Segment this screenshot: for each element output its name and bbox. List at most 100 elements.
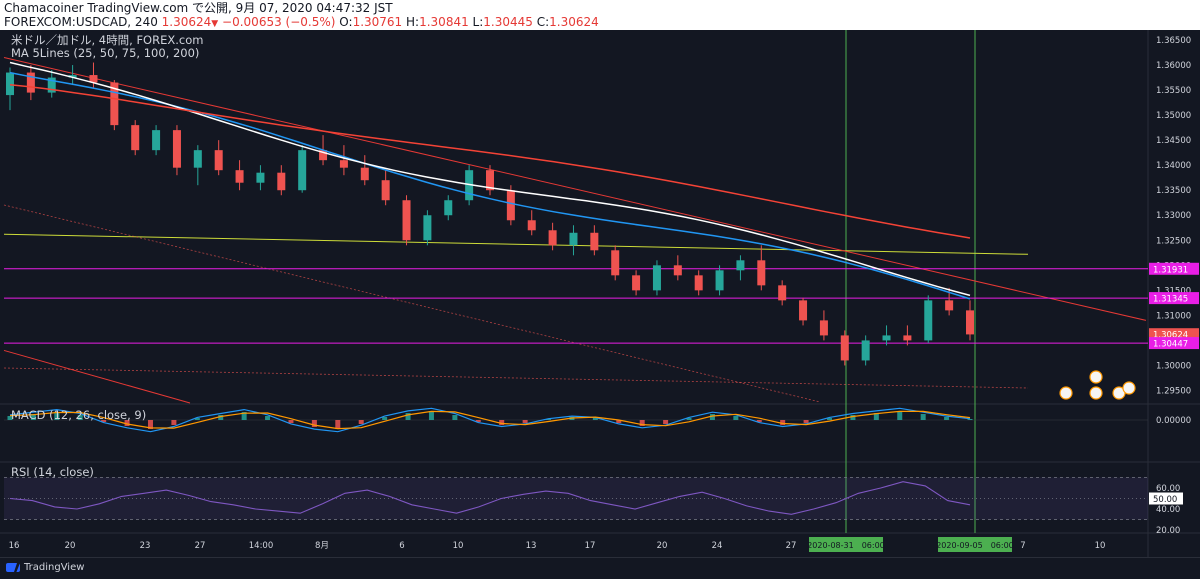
price-level-value: 1.30624 [1153,331,1188,341]
x-tick-label: 10 [453,541,464,551]
event-icon [1089,370,1103,384]
candle-body [152,130,161,151]
x-tick-label: 24 [712,541,723,551]
candle-body [632,275,641,291]
price-tick-label: 1.32500 [1156,236,1191,246]
tradingview-logo[interactable]: TradingView [6,562,84,573]
price-tick-label: 1.33000 [1156,211,1191,221]
candle-body [360,167,369,181]
rsi-tick-label: 40.00 [1156,505,1180,515]
candle-body [47,77,56,93]
rsi-legend: RSI (14, close) [11,465,94,479]
macd-histogram-bar [920,414,926,420]
price-tick-label: 1.35000 [1156,111,1191,121]
candle-body [402,200,411,241]
x-tick-label: 17 [585,541,596,551]
macd-histogram-bar [171,420,177,425]
macd-histogram-bar [733,416,739,420]
candle-body [506,190,515,221]
candle-body [799,300,808,321]
macd-histogram-bar [803,420,809,423]
candle-body [6,72,14,96]
macd-histogram-bar [499,420,505,425]
chart-title: 米ドル／加ドル, 4時間, FOREX.com [11,33,204,47]
price-level-value: 1.31931 [1153,265,1188,275]
x-tick-label: 6 [399,541,404,551]
candle-body [861,340,870,361]
candle-body [214,150,223,171]
price-level-tag [1149,292,1199,305]
candle-body [486,170,494,191]
candle-body [381,180,390,201]
candle-body [193,150,202,168]
range-date-label: 2020-08-31 06:00 [807,541,885,550]
change: −0.00653 (−0.5%) [222,15,336,29]
macd-line [9,407,971,433]
macd-histogram-bar [428,411,434,420]
price-tick-label: 1.34000 [1156,161,1191,171]
candle-body [89,75,98,83]
candle-body [256,172,265,183]
candle-body [694,275,703,291]
macd-histogram-bar [147,420,153,429]
macd-histogram-bar [592,418,598,420]
candle-body [903,335,912,341]
candle-body [882,335,891,341]
macd-histogram-bar [54,412,60,420]
macd-histogram-bar [616,420,622,423]
macd-signal-line [9,410,971,430]
price-tick-label: 1.33500 [1156,186,1191,196]
x-tick-label: 16 [9,541,20,551]
ohlc-line: FOREXCOM:USDCAD, 240 1.30624▼ −0.00653 (… [4,15,599,31]
macd-histogram-bar [686,418,692,420]
open-label: O: [339,15,353,29]
close-value: 1.30624 [549,15,599,29]
candle-body [778,285,787,301]
price-tick-label: 1.36000 [1156,61,1191,71]
macd-histogram-bar [241,412,247,420]
macd-histogram-bar [546,419,552,420]
close-label: C: [536,15,550,29]
candle-body [172,130,181,168]
price-tick-label: 1.34500 [1156,136,1191,146]
ma-line-200 [9,84,971,239]
candle-body [527,220,536,231]
x-tick-label: 14:00 [249,541,274,551]
candle-body [26,72,35,93]
low-value: 1.30445 [483,15,533,29]
rsi-tick-label: 20.00 [1156,526,1180,536]
rsi-tick-label: 60.00 [1156,484,1180,494]
macd-histogram-bar [944,417,950,420]
macd-axis-label: 0.00000 [1156,416,1191,426]
candle-body [444,200,453,216]
macd-histogram-bar [897,411,903,420]
macd-histogram-bar [639,420,645,426]
x-tick-label: 20 [65,541,76,551]
chart-background [0,30,1200,557]
candle-body [110,82,119,126]
candle-body [924,300,933,341]
event-icon [1089,386,1103,400]
candle-body [298,150,307,191]
price-level-value: 1.30447 [1153,340,1188,350]
macd-histogram-bar [756,420,762,422]
candle-body [652,265,661,291]
price-tick-label: 1.29500 [1156,386,1191,396]
rsi-current-tag [1149,492,1183,505]
macd-histogram-bar [265,416,271,420]
chart-canvas[interactable]: 1.36500 1.36000 1.35500 1.35000 1.34500 1.340… [0,30,1200,557]
x-tick-label: 7 [1020,541,1025,551]
macd-histogram-bar [7,416,13,420]
macd-histogram-bar [967,419,973,420]
macd-histogram-bar [452,415,458,420]
macd-histogram-bar [780,420,786,425]
high-value: 1.30841 [419,15,469,29]
macd-histogram-bar [335,420,341,429]
ma-line-75 [9,61,971,297]
macd-histogram-bar [850,415,856,420]
footer: TradingView [0,557,1200,579]
macd-histogram-bar [663,420,669,424]
macd-histogram-bar [194,418,200,420]
macd-legend: MACD (12, 26, close, 9) [11,408,147,422]
range-date-label: 2020-09-05 06:00 [936,541,1014,550]
